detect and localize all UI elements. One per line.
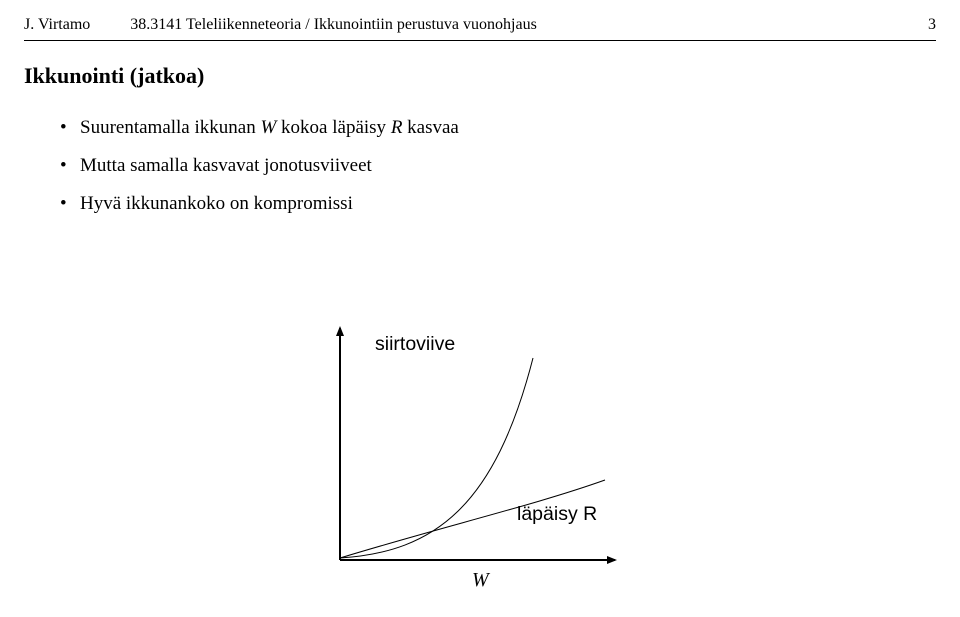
- svg-text:W: W: [472, 569, 491, 590]
- header-page: 3: [928, 16, 936, 34]
- chart: siirtoviive läpäisy R W: [305, 310, 645, 595]
- text-span: Hyvä ikkunankoko on kompromissi: [80, 193, 353, 214]
- text-span: kokoa läpäisy: [276, 117, 391, 138]
- text-span: Suurentamalla ikkunan: [80, 117, 260, 138]
- text-span: kasvaa: [402, 117, 458, 138]
- header-course: 38.3141 Teleliikenneteoria / Ikkunointii…: [90, 16, 928, 34]
- page-title: Ikkunointi (jatkoa): [0, 41, 960, 99]
- svg-text:siirtoviive: siirtoviive: [375, 333, 455, 355]
- list-item: Hyvä ikkunankoko on kompromissi: [60, 185, 936, 223]
- header-author: J. Virtamo: [24, 16, 90, 34]
- chart-svg: siirtoviive läpäisy R W: [305, 310, 645, 590]
- text-span: Mutta samalla kasvavat jonotusviiveet: [80, 155, 372, 176]
- italic-var: W: [260, 117, 276, 138]
- svg-text:läpäisy R: läpäisy R: [517, 503, 597, 525]
- bullet-list: Suurentamalla ikkunan W kokoa läpäisy R …: [0, 99, 960, 223]
- page-header: J. Virtamo 38.3141 Teleliikenneteoria / …: [0, 0, 960, 38]
- italic-var: R: [391, 117, 403, 138]
- list-item: Suurentamalla ikkunan W kokoa läpäisy R …: [60, 109, 936, 147]
- list-item: Mutta samalla kasvavat jonotusviiveet: [60, 147, 936, 185]
